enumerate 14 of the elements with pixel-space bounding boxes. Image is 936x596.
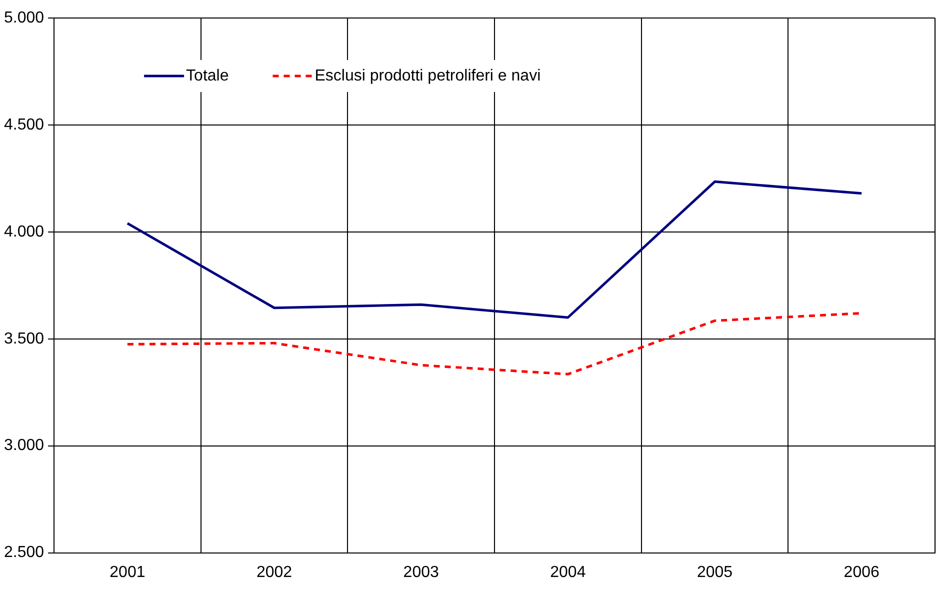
x-tick-label: 2001 (110, 564, 146, 581)
x-tick-label: 2002 (256, 564, 292, 581)
legend-label: Totale (186, 67, 229, 84)
x-tick-label: 2004 (550, 564, 586, 581)
x-tick-label: 2005 (696, 564, 733, 581)
y-tick-label: 3.000 (4, 437, 44, 454)
x-tick-label: 2003 (403, 564, 440, 581)
y-tick-label: 5.000 (4, 9, 44, 26)
y-tick-label: 2.500 (4, 544, 44, 562)
legend-label: Esclusi prodotti petroliferi e navi (314, 67, 541, 84)
y-tick-label: 3.500 (4, 330, 44, 348)
x-tick-label: 2006 (844, 564, 880, 581)
y-tick-label: 4.500 (4, 116, 44, 134)
y-tick-label: 4.000 (4, 223, 44, 240)
